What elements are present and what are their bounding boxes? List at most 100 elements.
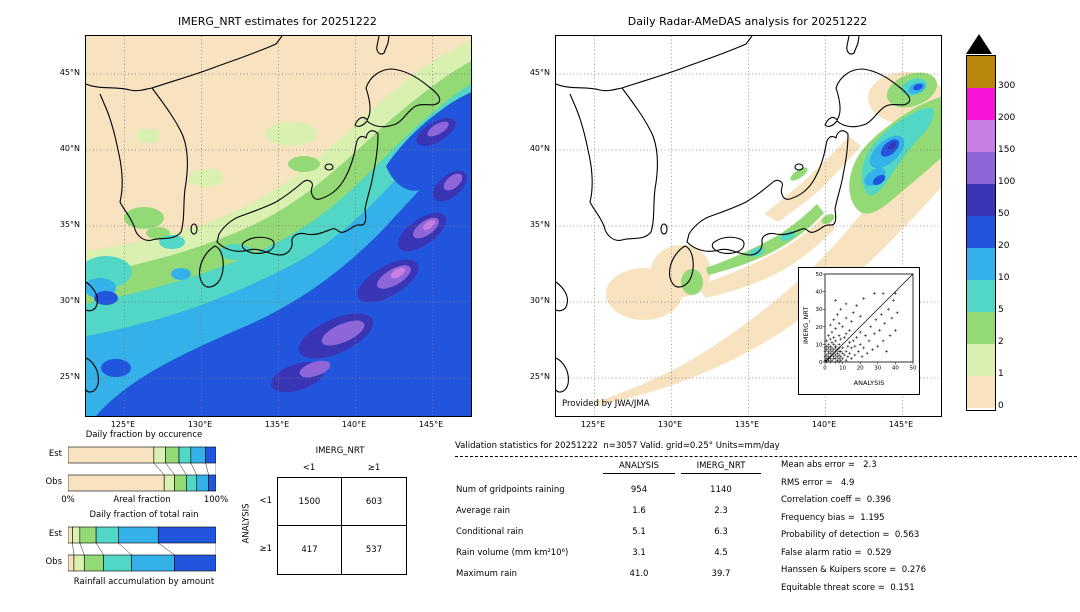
scatter-y-tick-label: 40 [816, 290, 823, 296]
lon-tick-label: 130°E [187, 420, 213, 429]
scatter-x-tick-label: 10 [839, 366, 846, 372]
bar-segment [131, 554, 175, 572]
bar-segment [73, 554, 85, 572]
bar-segment [165, 446, 180, 464]
bar-segment [157, 526, 216, 544]
metric-line: Hanssen & Kuipers score = 0.276 [781, 565, 927, 575]
stats-value: 2.3 [714, 506, 728, 516]
colorbar-tick-label: 300 [998, 81, 1016, 91]
bar-segment [178, 446, 192, 464]
bar-connector [95, 542, 104, 556]
bar-connector [165, 462, 175, 476]
colorbar-tick-label: 5 [998, 305, 1004, 315]
totalrain-est-label: Est [48, 529, 62, 539]
right-map-title: Daily Radar-AMeDAS analysis for 20251222 [627, 15, 868, 28]
lat-tick-label: 45°N [529, 68, 550, 77]
bar-connector [118, 542, 132, 556]
left-map-title: IMERG_NRT estimates for 20251222 [178, 15, 377, 28]
lon-tick-label: 125°E [580, 420, 606, 429]
lon-tick-label: 140°E [811, 420, 837, 429]
lon-tick-label: 140°E [341, 420, 367, 429]
scatter-x-tick-label: 50 [910, 366, 917, 372]
contingency-col-group-label: IMERG_NRT [315, 446, 365, 456]
coastline [86, 36, 441, 393]
colorbar-tick-label: 50 [998, 209, 1010, 219]
validation-title: Validation statistics for 20251222 n=305… [455, 441, 780, 451]
contingency-table: 1500 603 417 537 [277, 477, 407, 575]
bar-segment [205, 446, 216, 464]
stats-value: 1.6 [632, 506, 646, 516]
colorbar-tick-label: 150 [998, 145, 1016, 155]
credit-label: Provided by JWA/JMA [562, 399, 650, 409]
left-map [85, 35, 472, 417]
stats-row-label: Maximum rain [456, 569, 518, 579]
occurrence-chart-title: Daily fraction by occurence [85, 430, 203, 440]
colorbar-segment [967, 376, 995, 408]
coastline [556, 36, 911, 393]
scatter-y-tick-label: 30 [816, 307, 823, 313]
lat-tick-label: 45°N [59, 68, 80, 77]
colorbar-segment [967, 248, 995, 280]
bar-segment [174, 554, 216, 572]
stats-row-label: Average rain [456, 506, 511, 516]
totalrain-xlabel: Rainfall accumulation by amount [73, 577, 215, 587]
divider [455, 456, 1077, 457]
scatter-y-tick-label: 0 [819, 360, 823, 366]
stats-value: 3.1 [632, 548, 646, 558]
metric-line: Probability of detection = 0.563 [781, 530, 920, 540]
colorbar-tick-label: 10 [998, 273, 1010, 283]
bar-segment [163, 474, 175, 492]
bar-segment [68, 526, 73, 544]
scatter-x-tick-label: 30 [874, 366, 881, 372]
bar-segment [68, 446, 155, 464]
stats-col-header-imerg: IMERG_NRT [681, 461, 761, 474]
colorbar-segment [967, 280, 995, 312]
scatter-y-tick-label: 10 [816, 342, 823, 348]
lon-tick-label: 135°E [734, 420, 760, 429]
bar-segment [79, 526, 97, 544]
diagonal-line [824, 273, 914, 363]
colorbar-segment [967, 216, 995, 248]
scatter-points [823, 292, 899, 364]
scatter-x-tick-label: 0 [823, 366, 827, 372]
lat-tick-label: 35°N [529, 220, 550, 229]
stats-value: 41.0 [629, 569, 649, 579]
scatter-inset-canvas: 00 10 10 20 20 30 30 40 40 50 50 ANALYSIS IMERG_NR… [802, 272, 917, 387]
colorbar-tick-label: 1 [998, 369, 1004, 379]
colorbar-tick-label: 200 [998, 113, 1016, 123]
lat-tick-label: 25°N [529, 372, 550, 381]
contingency-row-label: <1 [259, 496, 272, 506]
scatter-xlabel: ANALYSIS [854, 379, 885, 387]
contingency-row-label: ≥1 [259, 544, 272, 554]
colorbar-segment [967, 56, 995, 88]
colorbar-segment [967, 88, 995, 120]
lon-tick-label: 145°E [888, 420, 914, 429]
stats-value: 1140 [710, 485, 732, 495]
scatter-ylabel: IMERG_NRT [802, 307, 810, 344]
lon-tick-label: 125°E [110, 420, 136, 429]
contingency-cell: 603 [342, 478, 406, 526]
colorbar-segment [967, 152, 995, 184]
lat-tick-label: 35°N [59, 220, 80, 229]
colorbar-segment [967, 312, 995, 344]
scatter-x-tick-label: 20 [857, 366, 864, 372]
bar-connector [72, 542, 75, 556]
metric-line: False alarm ratio = 0.529 [781, 547, 892, 558]
lat-tick-label: 40°N [529, 144, 550, 153]
lon-tick-label: 135°E [264, 420, 290, 429]
lon-tick-label: 145°E [418, 420, 444, 429]
scatter-y-tick-label: 50 [816, 272, 823, 278]
occurrence-est-label: Est [48, 449, 62, 459]
stats-value: 5.1 [632, 527, 646, 537]
stats-col-header-analysis: ANALYSIS [603, 461, 675, 474]
totalrain-chart-title: Daily fraction of total rain [89, 510, 199, 520]
lat-tick-label: 30°N [59, 296, 80, 305]
grid-lines [86, 36, 471, 416]
stats-row-label: Rain volume (mm km²10⁶) [456, 548, 569, 558]
scatter-ticks: 00 10 10 20 20 30 30 40 40 50 50 [816, 272, 917, 372]
occurrence-bars [68, 446, 216, 492]
stats-row-label: Conditional rain [456, 527, 524, 537]
scatter-y-tick-label: 20 [816, 325, 823, 331]
colorbar-tick-label: 20 [998, 241, 1010, 251]
totalrain-bars [68, 526, 216, 572]
